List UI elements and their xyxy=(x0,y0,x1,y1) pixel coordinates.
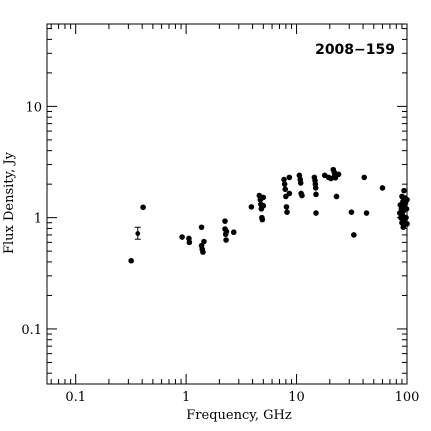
y-axis-tick-labels: 0.1 1 10 xyxy=(21,100,42,338)
data-point xyxy=(313,191,319,198)
data-point xyxy=(140,204,146,211)
data-point xyxy=(286,190,293,197)
x-tick-label: 10 xyxy=(288,390,305,405)
data-point xyxy=(201,238,207,245)
data-point xyxy=(363,210,370,216)
data-point xyxy=(333,193,340,200)
data-point xyxy=(282,186,289,193)
error-bars xyxy=(134,226,141,240)
data-point xyxy=(230,229,237,236)
data-points xyxy=(128,166,410,264)
data-point xyxy=(283,204,290,210)
data-point xyxy=(286,174,293,181)
data-point xyxy=(222,218,228,224)
data-point xyxy=(260,194,267,201)
data-point xyxy=(348,209,355,215)
data-point xyxy=(200,249,206,255)
data-point xyxy=(260,202,267,209)
data-point xyxy=(313,210,319,216)
data-point xyxy=(312,185,319,191)
data-point xyxy=(135,231,141,236)
y-axis-ticks xyxy=(47,28,407,374)
chart-title: 2008−159 xyxy=(315,42,395,58)
data-point xyxy=(284,209,290,215)
data-point xyxy=(186,239,193,246)
x-axis-label: Frequency, GHz xyxy=(186,408,292,423)
data-point xyxy=(400,224,407,231)
x-tick-label: 0.1 xyxy=(65,390,86,405)
data-point xyxy=(403,206,410,212)
data-point xyxy=(361,174,368,181)
data-point xyxy=(328,175,334,182)
data-point xyxy=(223,228,230,235)
data-point xyxy=(198,224,205,231)
x-tick-label: 100 xyxy=(395,390,420,405)
data-point xyxy=(351,232,357,238)
y-axis-label: Flux Density, Jy xyxy=(2,151,17,254)
data-point xyxy=(335,171,342,178)
data-point xyxy=(281,181,288,187)
x-axis-tick-labels: 0.1 1 10 100 xyxy=(65,390,419,405)
data-point xyxy=(401,187,407,194)
data-point xyxy=(379,185,386,191)
data-point xyxy=(403,214,409,221)
data-point xyxy=(281,176,287,183)
data-point xyxy=(179,234,185,240)
data-point xyxy=(404,196,410,203)
data-point xyxy=(296,172,303,179)
y-tick-label: 0.1 xyxy=(21,323,42,338)
data-point xyxy=(248,204,255,210)
y-tick-label: 10 xyxy=(25,100,42,115)
data-point xyxy=(128,257,134,264)
data-point xyxy=(299,192,305,199)
data-point xyxy=(259,216,266,223)
data-point xyxy=(297,180,304,186)
data-point xyxy=(404,221,410,227)
y-tick-label: 1 xyxy=(34,212,42,227)
x-tick-label: 1 xyxy=(182,390,190,405)
data-point xyxy=(223,237,229,243)
x-axis-ticks xyxy=(50,24,408,384)
